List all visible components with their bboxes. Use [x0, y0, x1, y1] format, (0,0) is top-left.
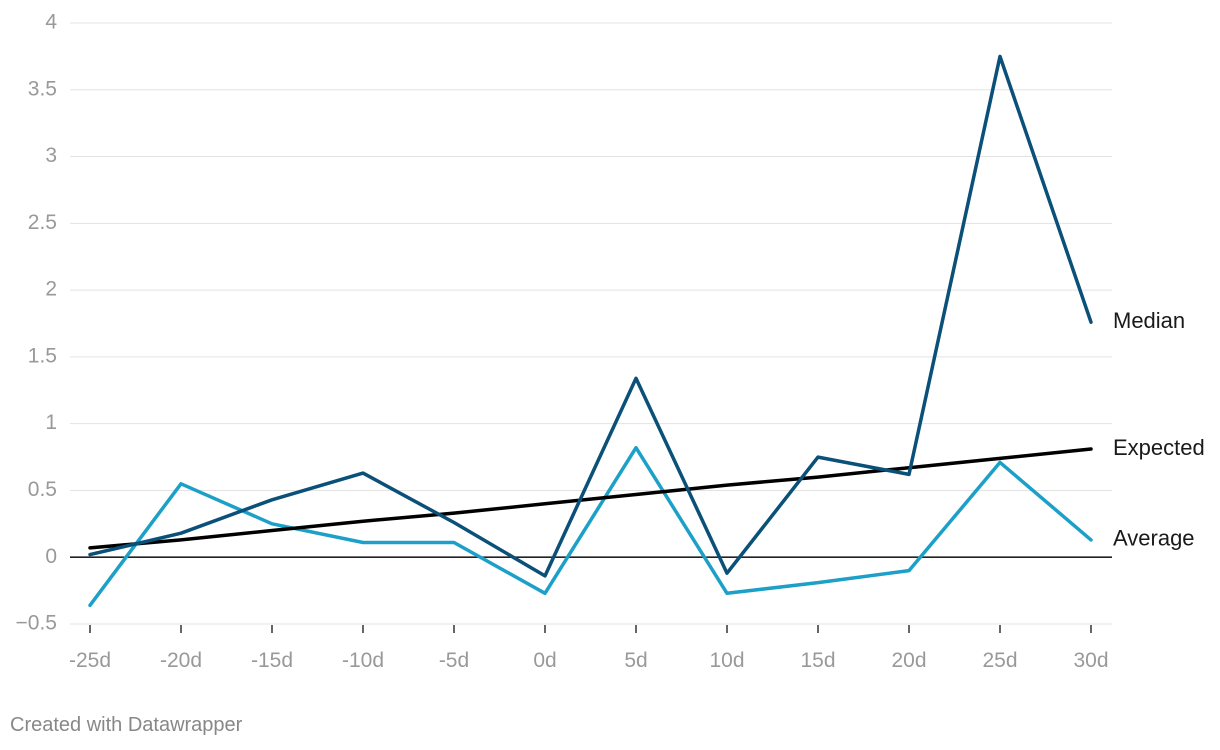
y-tick-label: 1: [45, 411, 57, 434]
x-tick-label: -20d: [160, 649, 202, 672]
x-axis: -25d -20d -15d -10d -5d 0d 5d 10d 15d 20d 25d 30d: [69, 625, 1109, 672]
y-axis-tick-labels: −0.5 0 0.5 1 1.5 2 2.5 3 3.5 4: [16, 11, 58, 635]
y-tick-label: 2.5: [28, 211, 57, 234]
y-tick-label: 0: [45, 545, 57, 568]
series-label-median: Median: [1113, 308, 1185, 333]
x-tick-label: 30d: [1073, 649, 1108, 672]
series-label-expected: Expected: [1113, 435, 1205, 460]
gridlines: [70, 22, 1112, 625]
series-line-median: [88, 54, 1093, 578]
x-tick-label: 25d: [982, 649, 1017, 672]
y-tick-label: 1.5: [28, 344, 57, 367]
line-chart: −0.5 0 0.5 1 1.5 2 2.5 3 3.5 4 -25d -20d -15d -10d -5…: [16, 11, 1205, 672]
y-tick-label: 2: [45, 278, 57, 301]
x-tick-label: 5d: [624, 649, 647, 672]
y-tick-label: 4: [45, 11, 57, 34]
y-tick-label: 3.5: [28, 77, 57, 100]
x-tick-label: -25d: [69, 649, 111, 672]
series-line-expected: [88, 447, 1093, 550]
x-tick-label: -10d: [342, 649, 384, 672]
y-tick-label: −0.5: [16, 612, 57, 635]
series-lines: [88, 54, 1093, 608]
y-tick-label: 0.5: [28, 478, 57, 501]
datawrapper-credit: Created with Datawrapper: [10, 714, 243, 736]
x-tick-label: 15d: [800, 649, 835, 672]
x-tick-label: 20d: [891, 649, 926, 672]
series-line-average: [88, 445, 1093, 608]
x-tick-label: 10d: [709, 649, 744, 672]
x-tick-label: 0d: [533, 649, 556, 672]
x-tick-label: -5d: [439, 649, 469, 672]
y-tick-label: 3: [45, 144, 57, 167]
series-label-average: Average: [1113, 526, 1195, 551]
x-tick-label: -15d: [251, 649, 293, 672]
series-labels: Median Expected Average: [1113, 308, 1205, 551]
